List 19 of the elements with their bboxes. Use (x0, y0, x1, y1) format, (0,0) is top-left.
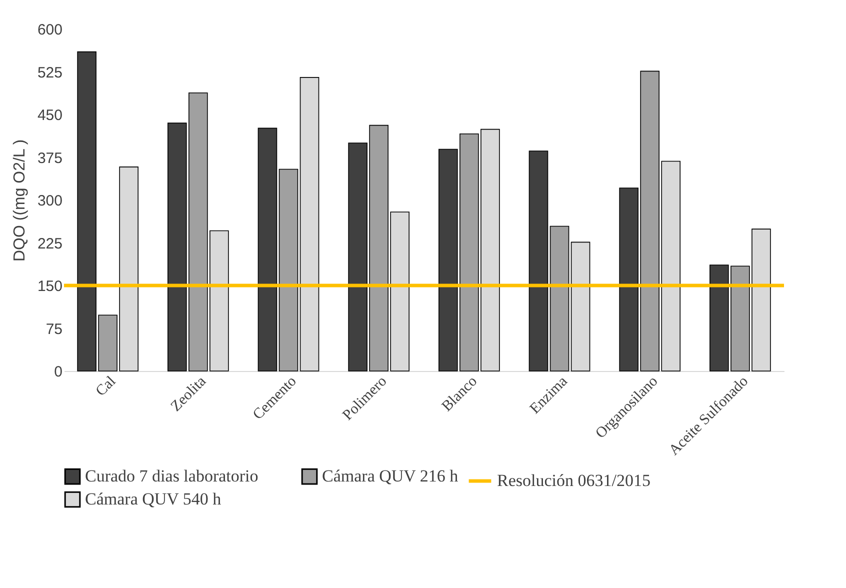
y-tick-label: 225 (37, 235, 62, 252)
legend-label: Resolución 0631/2015 (497, 471, 650, 490)
y-tick-label: 300 (37, 192, 62, 210)
y-tick-label: 75 (46, 320, 62, 338)
bar (258, 128, 278, 372)
y-axis-title: DQO ((mg O2/L ) (11, 139, 28, 262)
x-tick-label: Cal (93, 374, 120, 400)
bar (528, 150, 548, 372)
legend-label: Curado 7 dias laboratorio (85, 466, 258, 486)
bar (550, 226, 570, 372)
y-tick-label: 150 (37, 278, 62, 295)
y-tick-label: 450 (37, 107, 62, 124)
legend-label: Cámara QUV 540 h (85, 490, 222, 508)
y-tick-label: 525 (37, 64, 62, 82)
y-tick-label: 375 (37, 150, 62, 167)
bar (278, 168, 298, 372)
y-tick-label: 600 (37, 22, 62, 38)
y-tick-label: 0 (54, 364, 62, 380)
legend-label: Cámara QUV 216 h (322, 466, 459, 486)
